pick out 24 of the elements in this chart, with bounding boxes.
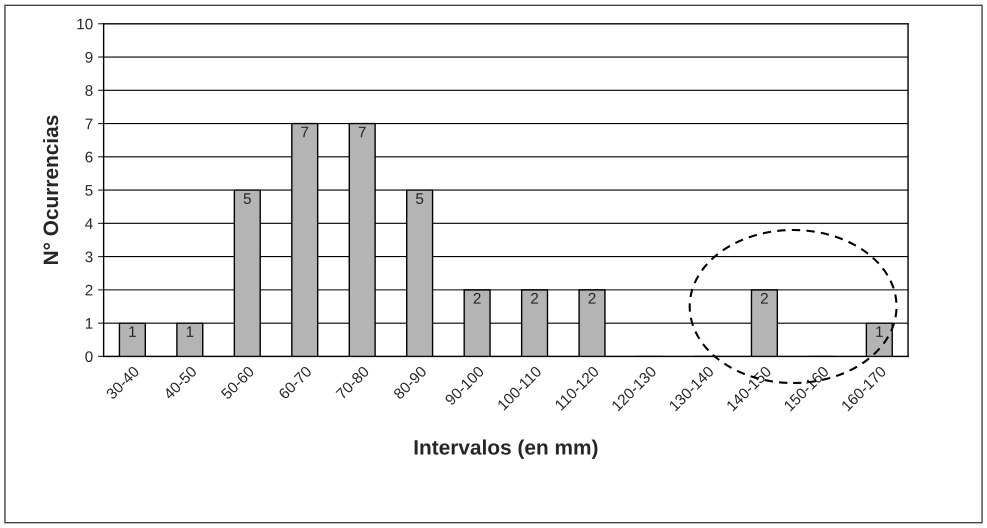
data-label: 2 <box>531 292 538 304</box>
x-axis-title: Intervalos (en mm) <box>414 439 598 459</box>
data-label: 2 <box>760 292 768 304</box>
data-label: 1 <box>129 326 136 337</box>
y-tick-label: 5 <box>85 185 93 196</box>
y-tick-label: 0 <box>85 351 93 362</box>
data-label: 5 <box>244 193 251 204</box>
y-axis-title: N° Ocurrencias <box>42 116 58 264</box>
data-label: 7 <box>358 126 366 138</box>
data-label: 2 <box>474 292 481 304</box>
y-tick-label: 9 <box>85 52 92 63</box>
data-label: 1 <box>876 326 883 337</box>
y-tick-label: 7 <box>86 118 92 130</box>
y-tick-label: 4 <box>85 218 93 229</box>
data-label: 7 <box>301 126 308 138</box>
y-tick-label: 2 <box>85 284 92 296</box>
y-tick-label: 8 <box>85 85 93 96</box>
y-tick-label: 6 <box>86 152 93 162</box>
data-label: 1 <box>186 326 194 337</box>
data-label: 5 <box>416 193 424 204</box>
y-tick-label: 3 <box>85 251 93 262</box>
data-label: 2 <box>588 292 596 304</box>
y-tick-label: 1 <box>86 318 92 329</box>
y-tick-label: 10 <box>77 18 93 30</box>
